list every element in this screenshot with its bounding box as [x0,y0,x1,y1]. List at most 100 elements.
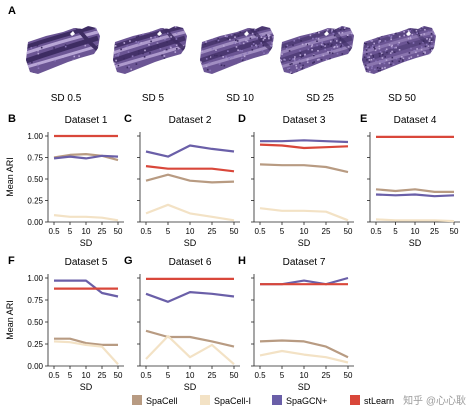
x-axis-label: SD [409,238,422,248]
chart-d: D Dataset 3 0.5 5 10 25 50 SD [238,113,354,248]
tissue-image [200,26,274,74]
legend-swatch [350,395,360,405]
series-line-spacell-i [259,349,349,364]
legend-label: stLearn [364,396,394,406]
series-line-spagcn+ [145,144,235,158]
series-line-spacell-i [375,218,455,223]
x-tick-label: 10 [300,227,309,236]
x-axis-label: SD [80,238,93,248]
y-tick-label: 0.25 [27,197,43,206]
x-tick-label: 10 [300,371,309,380]
tissue-image [26,26,100,74]
x-tick-label: 50 [450,227,459,236]
x-tick-label: 10 [411,227,420,236]
chart-g: G Dataset 6 0.5 5 10 25 50 SD [124,255,240,392]
x-tick-label: 25 [208,227,217,236]
tissue-image [113,26,187,74]
x-tick-label: 50 [230,227,239,236]
x-tick-label: 0.5 [140,371,152,380]
y-tick-label: 0.50 [27,175,43,184]
series-line-spagcn+ [375,193,455,198]
x-tick-label: 0.5 [254,227,266,236]
x-tick-label: 10 [82,371,91,380]
x-tick-label: 5 [280,371,285,380]
y-tick-label: 1.00 [27,132,43,141]
legend-item: stLearn [350,395,394,406]
x-tick-label: 10 [186,371,195,380]
x-tick-label: 0.5 [48,371,60,380]
chart-c: C Dataset 2 0.5 5 10 25 50 SD [124,113,240,248]
x-tick-label: 25 [98,371,107,380]
x-tick-label: 0.5 [140,227,152,236]
x-tick-label: 5 [166,227,171,236]
x-tick-label: 25 [322,371,331,380]
series-line-stlearn [145,165,235,173]
x-tick-label: 50 [114,227,123,236]
y-tick-label: 0.75 [27,154,43,163]
series-line-spacell [145,173,235,184]
legend-item: SpaGCN+ [272,395,327,406]
tissue-image [362,26,436,74]
x-tick-label: 5 [280,227,285,236]
chart-f: F Dataset 5 0.00 0.25 0.50 0.75 1.00 0.5 5 10 25 50… [5,255,124,392]
panel-letter: D [238,113,246,125]
x-tick-label: 10 [82,227,91,236]
chart-title: Dataset 5 [65,257,108,268]
chart-b: B Dataset 1 0.00 0.25 0.50 0.75 1.00 0.5 5 10 25 50… [5,113,124,248]
series-line-spacell [54,337,118,346]
x-axis-label: SD [298,238,311,248]
x-axis-label: SD [298,382,311,392]
legend-label: SpaCell-I [214,396,251,406]
panel-letter: H [238,255,246,267]
sd-label: SD 50 [388,93,416,104]
sd-label: SD 0.5 [51,93,82,104]
chart-title: Dataset 3 [283,115,326,126]
x-tick-label: 50 [114,371,123,380]
x-tick-label: 10 [186,227,195,236]
x-tick-label: 25 [98,227,107,236]
chart-title: Dataset 2 [169,115,212,126]
series-line-spacell [375,188,454,193]
y-tick-label: 0.75 [27,296,43,305]
sd-label: SD 25 [306,93,334,104]
x-tick-label: 5 [68,371,73,380]
chart-title: Dataset 1 [65,115,108,126]
legend-label: SpaCell [146,396,178,406]
y-tick-label: 0.50 [27,318,43,327]
x-tick-label: 50 [344,371,353,380]
chart-e: E Dataset 4 0.5 5 10 25 50 SD [360,113,460,248]
chart-title: Dataset 7 [283,257,326,268]
panel-a-tissue-row: A SD 0.5 SD 5 SD 10 SD 25 SD 50 [8,5,436,104]
series-line-spagcn+ [260,139,349,144]
y-axis-label: Mean ARI [5,300,15,340]
series-line-spacell-i [53,340,119,365]
x-tick-label: 5 [166,371,171,380]
series-line-spagcn+ [54,279,119,298]
series-line-spagcn+ [145,291,235,303]
series-line-spagcn+ [53,154,119,160]
series-line-spacell [259,339,349,359]
x-tick-label: 5 [68,227,73,236]
panel-letter: E [360,113,367,125]
x-tick-label: 0.5 [370,227,382,236]
watermark-text: 知乎 @心心耿 [403,394,466,407]
sd-label: SD 5 [142,93,165,104]
series-line-spacell [53,153,119,162]
y-axis-label: Mean ARI [5,157,15,197]
legend-item: SpaCell [132,395,178,406]
x-tick-label: 0.5 [254,371,266,380]
x-tick-label: 50 [230,371,239,380]
legend-swatch [200,395,210,405]
chart-h: H Dataset 7 0.5 5 10 25 50 SD [238,255,354,392]
y-tick-label: 0.00 [27,362,43,371]
series-line-spacell [145,329,235,348]
y-tick-label: 0.25 [27,340,43,349]
series-line-stlearn [259,143,349,150]
series-line-spacell-i [145,203,235,222]
legend-swatch [132,395,142,405]
legend: SpaCell SpaCell-I SpaGCN+ stLearn [132,395,394,406]
tissue-image [280,26,354,74]
series-line-spacell-i [53,214,119,222]
sd-label: SD 10 [226,93,254,104]
